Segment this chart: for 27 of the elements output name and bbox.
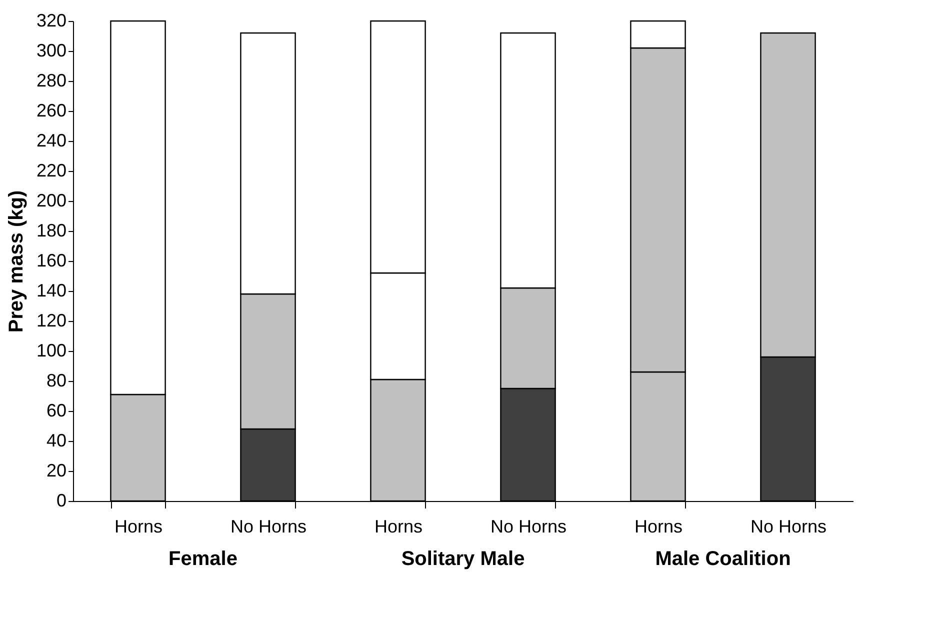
- y-tick-label: 100: [36, 340, 66, 360]
- y-tick-label: 280: [36, 70, 66, 90]
- y-tick-label: 40: [46, 430, 66, 450]
- text: Female: [168, 548, 238, 570]
- y-tick-label: 260: [36, 100, 66, 120]
- y-tick-label: 120: [36, 310, 66, 330]
- y-tick-label: 60: [46, 400, 66, 420]
- x-tick-label: No Horns: [490, 516, 567, 536]
- text: Solitary Male: [401, 548, 525, 570]
- y-tick-label: 160: [36, 250, 66, 270]
- y-tick-label: 180: [36, 220, 66, 240]
- y-tick-label: 240: [36, 130, 66, 150]
- y-tick-label: 80: [46, 370, 66, 390]
- x-tick-label: Horns: [634, 516, 683, 536]
- text: Male Coalition: [655, 548, 791, 570]
- x-tick-label: No Horns: [230, 516, 307, 536]
- x-tick-label: Horns: [374, 516, 423, 536]
- y-tick-label: 320: [36, 10, 66, 30]
- y-tick-label: 20: [46, 460, 66, 480]
- y-tick-label: 0: [56, 490, 66, 510]
- y-axis-title: Prey mass (kg): [5, 190, 28, 333]
- y-tick-label: 300: [36, 40, 66, 60]
- y-tick-label: 200: [36, 190, 66, 210]
- x-tick-label: Horns: [114, 516, 163, 536]
- y-tick-label: 220: [36, 160, 66, 180]
- y-tick-label: 140: [36, 280, 66, 300]
- x-tick-label: No Horns: [750, 516, 827, 536]
